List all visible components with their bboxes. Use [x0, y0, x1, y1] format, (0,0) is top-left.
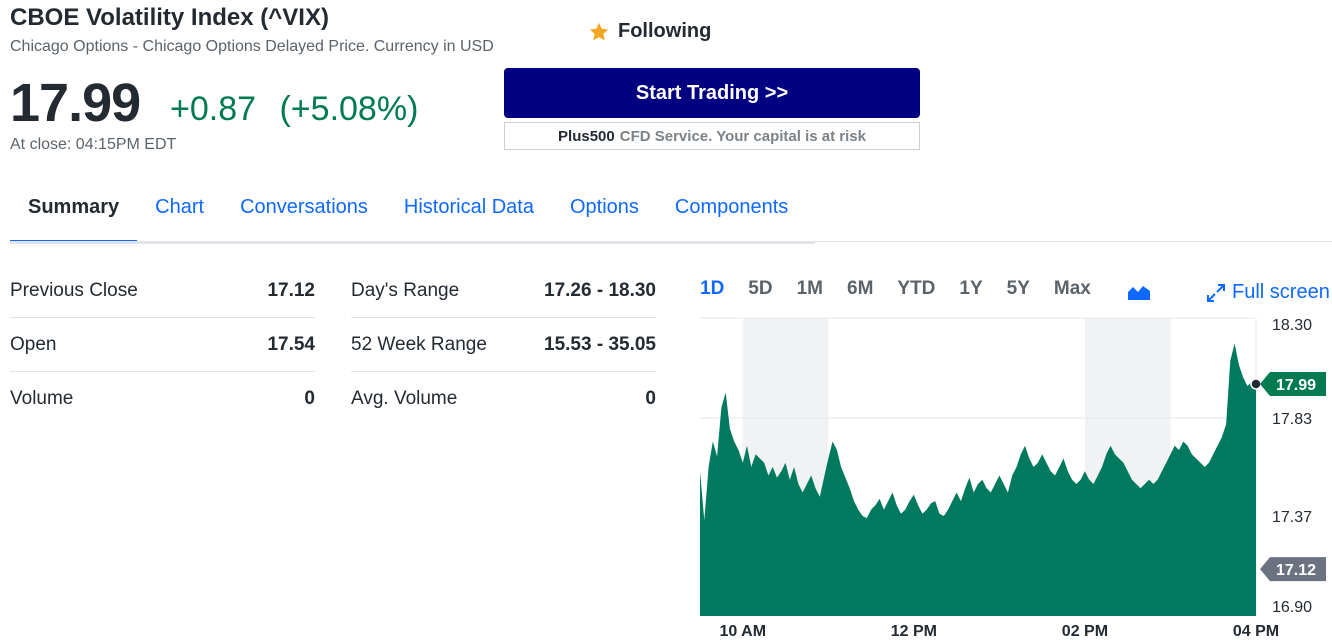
stat-value: 0: [304, 387, 315, 409]
current-price-tag: [1260, 371, 1326, 396]
tab-chart[interactable]: Chart: [155, 196, 205, 218]
tabs-divider: [10, 241, 815, 244]
page-title: CBOE Volatility Index (^VIX): [10, 4, 329, 31]
stat-label: Previous Close: [10, 279, 138, 301]
close-time: At close: 04:15PM EDT: [10, 136, 177, 153]
y-tick-label: 17.37: [1272, 509, 1312, 526]
chart-range-selector: 1D 5D 1M 6M YTD 1Y 5Y Max: [700, 278, 1115, 300]
x-tick-label: 04 PM: [1233, 623, 1279, 640]
stat-label: 52 Week Range: [351, 333, 487, 355]
range-1d[interactable]: 1D: [700, 278, 725, 299]
follow-button[interactable]: Following: [588, 20, 711, 43]
x-tick-label: 10 AM: [720, 623, 767, 640]
range-max[interactable]: Max: [1053, 278, 1091, 299]
current-price: 17.99: [10, 73, 141, 133]
stat-label: Open: [10, 333, 57, 355]
price-change: +0.87 (+5.08%): [170, 90, 418, 129]
range-6m[interactable]: 6M: [847, 278, 874, 299]
range-5d[interactable]: 5D: [748, 278, 773, 299]
star-icon: [589, 22, 609, 40]
quote-tabs: Summary Chart Conversations Historical D…: [10, 190, 806, 244]
x-tick-label: 12 PM: [891, 623, 937, 640]
y-tick-label: 17.83: [1272, 411, 1312, 428]
stat-label: Day's Range: [351, 279, 460, 301]
y-tick-label: 16.90: [1272, 599, 1312, 616]
stat-value: 15.53 - 35.05: [544, 333, 656, 355]
ad-risk-text: CFD Service. Your capital is at risk: [619, 127, 866, 145]
y-tick-label: 18.30: [1272, 317, 1312, 334]
chart-series: [700, 343, 1262, 616]
stat-value: 17.26 - 18.30: [544, 279, 656, 301]
stat-label: Avg. Volume: [351, 387, 458, 409]
expand-icon: [1207, 283, 1225, 302]
x-tick-label: 02 PM: [1062, 623, 1108, 640]
stats-table-left: Previous Close 17.12 Open 17.54 Volume 0: [10, 264, 315, 425]
tab-options[interactable]: Options: [569, 196, 639, 218]
stat-open: Open 17.54: [10, 318, 315, 372]
stat-previous-close: Previous Close 17.12: [10, 264, 315, 318]
range-ytd[interactable]: YTD: [897, 278, 936, 299]
stat-volume: Volume 0: [10, 372, 315, 425]
stat-52-week-range: 52 Week Range 15.53 - 35.05: [351, 318, 656, 372]
area-series: [700, 343, 1256, 616]
range-1y[interactable]: 1Y: [959, 278, 983, 299]
change-value: +0.87: [170, 90, 257, 128]
current-price-tag-label: 17.99: [1276, 377, 1316, 394]
exchange-info: Chicago Options - Chicago Options Delaye…: [10, 38, 494, 55]
stat-value: 0: [645, 387, 656, 409]
stat-label: Volume: [10, 387, 74, 409]
range-5y[interactable]: 5Y: [1006, 278, 1030, 299]
stats-table-right: Day's Range 17.26 - 18.30 52 Week Range …: [351, 264, 656, 425]
last-price-dot: [1250, 378, 1262, 390]
ad-disclaimer: Plus500 CFD Service. Your capital is at …: [504, 122, 920, 150]
previous-close-tag-label: 17.12: [1276, 562, 1316, 579]
stat-value: 17.12: [267, 279, 315, 301]
fullscreen-button[interactable]: Full screen: [1206, 281, 1330, 304]
fullscreen-label: Full screen: [1232, 281, 1330, 303]
stat-avg-volume: Avg. Volume 0: [351, 372, 656, 425]
tab-components[interactable]: Components: [674, 196, 789, 218]
chart-labels: 18.30 17.83 17.37 16.90 10 AM 12 PM 02 PM 04 PM…: [720, 317, 1326, 640]
stat-value: 17.54: [267, 333, 315, 355]
range-1m[interactable]: 1M: [796, 278, 823, 299]
tab-conversations[interactable]: Conversations: [240, 196, 368, 218]
follow-label: Following: [618, 20, 712, 42]
tabs-divider-right: [815, 241, 1332, 242]
change-percent: (+5.08%): [279, 90, 419, 128]
ad-brand: Plus500: [558, 127, 615, 145]
previous-close-tag: [1260, 557, 1326, 582]
start-trading-button[interactable]: Start Trading >>: [504, 68, 920, 118]
tab-historical-data[interactable]: Historical Data: [403, 196, 534, 218]
area-chart-icon[interactable]: [1128, 284, 1150, 300]
stat-days-range: Day's Range 17.26 - 18.30: [351, 264, 656, 318]
